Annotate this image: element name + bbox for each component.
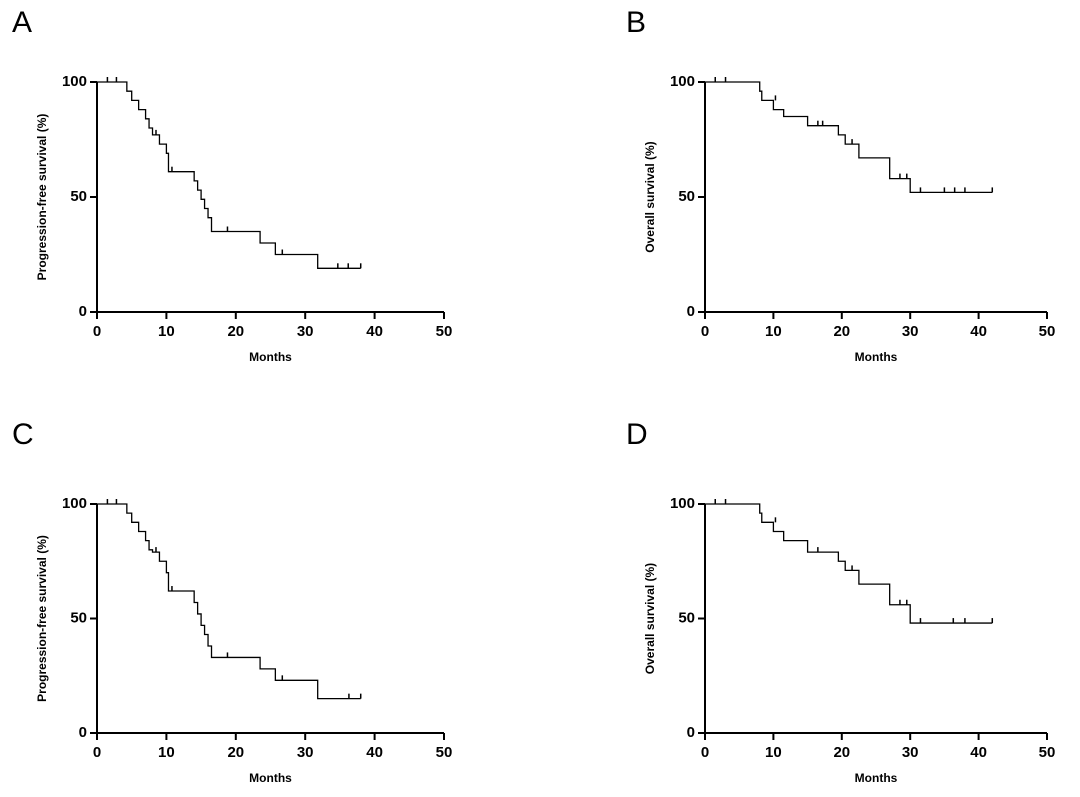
panel-label: D: [626, 418, 648, 451]
y-tick-label: 50: [678, 609, 695, 626]
x-tick-label: 0: [701, 744, 709, 761]
x-tick-label: 50: [436, 323, 453, 340]
panel-label: A: [12, 6, 32, 39]
x-tick-label: 10: [765, 744, 782, 761]
x-tick-label: 10: [765, 323, 782, 340]
x-tick-label: 10: [158, 744, 175, 761]
x-tick-label: 20: [833, 744, 850, 761]
y-tick-label: 100: [62, 495, 87, 512]
y-tick-label: 100: [670, 495, 695, 512]
x-tick-label: 0: [93, 744, 101, 761]
x-tick-label: 20: [227, 744, 244, 761]
y-axis-label: Overall survival (%): [643, 563, 657, 674]
y-tick-label: 0: [687, 303, 695, 320]
x-axis-label: Months: [249, 350, 292, 364]
y-tick-label: 100: [670, 73, 695, 90]
y-tick-label: 50: [70, 188, 87, 205]
y-axis-label: Progression-free survival (%): [35, 535, 49, 702]
x-tick-label: 30: [297, 744, 314, 761]
x-tick-label: 30: [297, 323, 314, 340]
x-tick-label: 0: [701, 323, 709, 340]
panel-label: C: [12, 418, 34, 451]
x-tick-label: 50: [1039, 744, 1056, 761]
survival-curve: [705, 81, 993, 194]
x-tick-label: 40: [366, 323, 383, 340]
x-tick-label: 20: [227, 323, 244, 340]
x-axis-label: Months: [855, 771, 898, 785]
y-tick-label: 0: [687, 724, 695, 741]
x-axis-label: Months: [855, 350, 898, 364]
x-tick-label: 40: [970, 744, 987, 761]
y-tick-label: 0: [79, 724, 87, 741]
y-axis-label: Progression-free survival (%): [35, 114, 49, 281]
x-tick-label: 0: [93, 323, 101, 340]
survival-curve: [97, 503, 361, 700]
x-axis-label: Months: [249, 771, 292, 785]
x-tick-label: 50: [1039, 323, 1056, 340]
x-tick-label: 30: [902, 323, 919, 340]
survival-curve: [705, 503, 993, 624]
y-axis-label: Overall survival (%): [643, 141, 657, 252]
survival-curve: [97, 81, 361, 269]
panel-label: B: [626, 6, 646, 39]
x-tick-label: 50: [436, 744, 453, 761]
x-tick-label: 30: [902, 744, 919, 761]
y-tick-label: 0: [79, 303, 87, 320]
x-tick-label: 10: [158, 323, 175, 340]
x-tick-label: 20: [833, 323, 850, 340]
y-tick-label: 50: [70, 609, 87, 626]
x-tick-label: 40: [970, 323, 987, 340]
y-tick-label: 50: [678, 188, 695, 205]
x-tick-label: 40: [366, 744, 383, 761]
y-tick-label: 100: [62, 73, 87, 90]
